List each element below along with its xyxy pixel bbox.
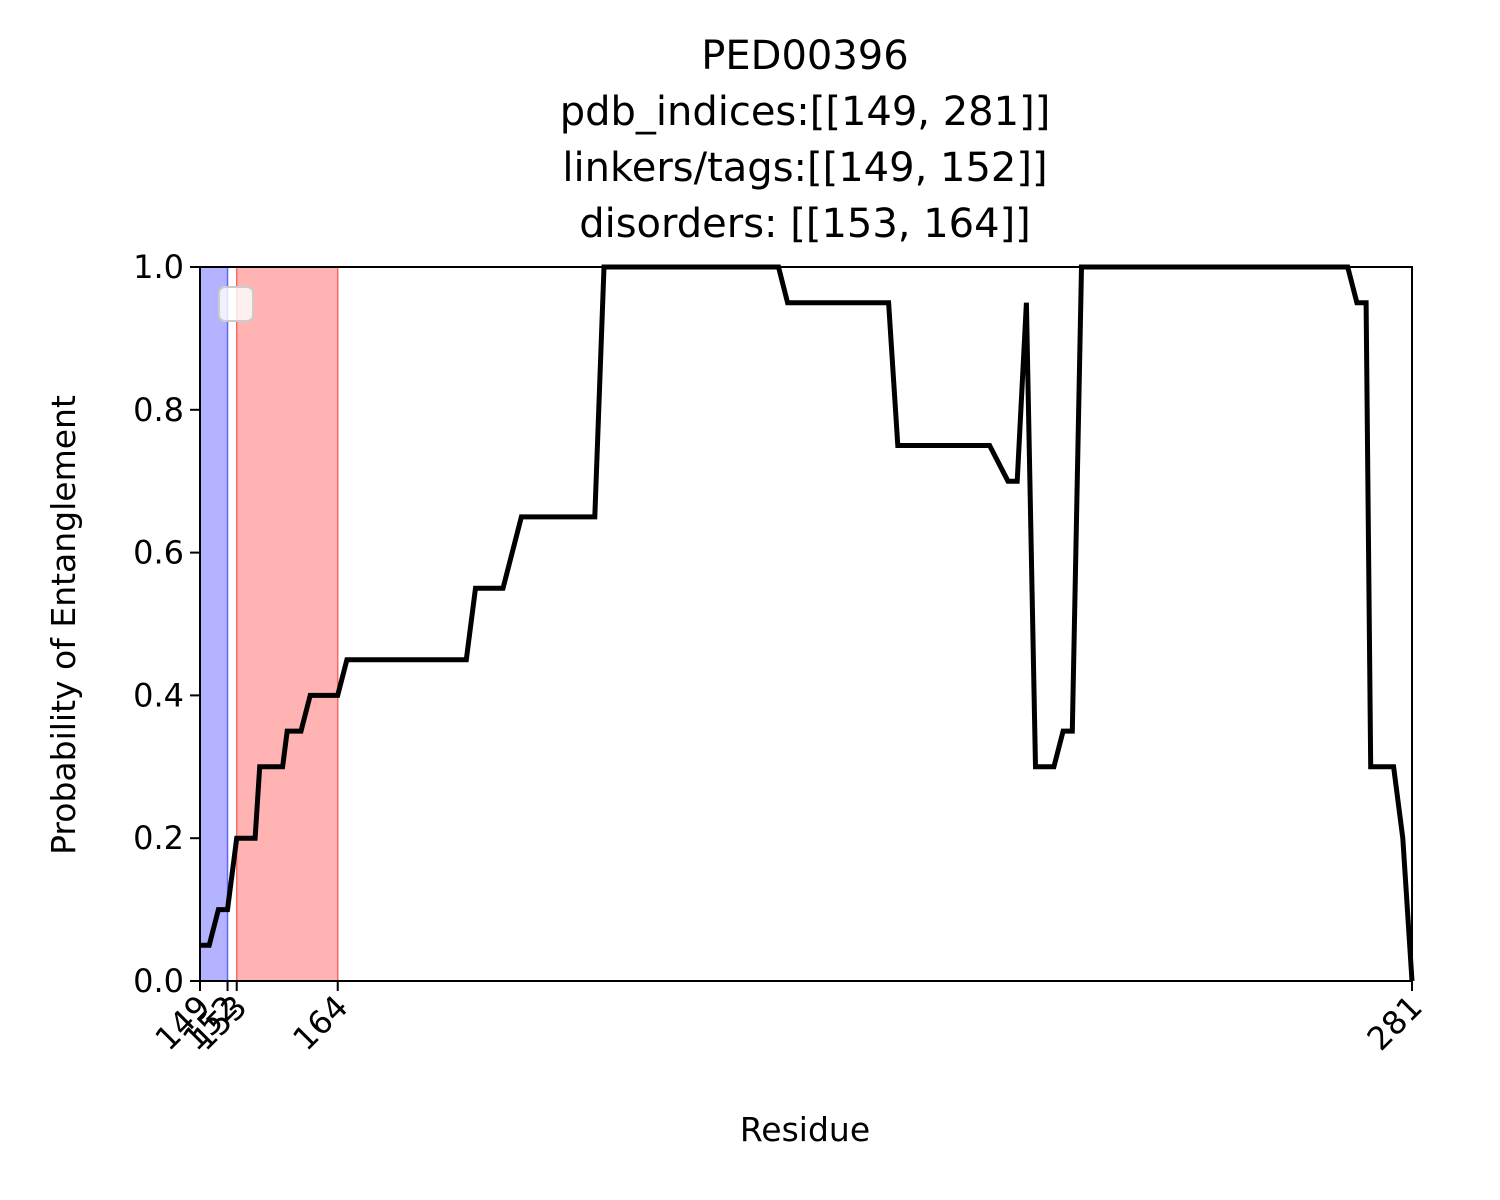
shaded-region-linkers-tags [199, 266, 229, 982]
y-tick-label: 0.4 [133, 676, 184, 714]
y-tick-label: 0.0 [133, 962, 184, 1000]
chart-title-block: PED00396 pdb_indices:[[149, 281]] linker… [0, 28, 1500, 252]
y-axis-label: Probability of Entanglement [44, 395, 83, 855]
chart-subtitle-disorders: disorders: [[153, 164]] [579, 201, 1031, 247]
plot-frame [199, 266, 1413, 982]
y-tick-label: 0.8 [133, 391, 184, 429]
shaded-regions [199, 266, 339, 982]
y-axis-ticks: 0.0 0.2 0.4 0.6 0.8 1.0 [133, 248, 200, 1000]
y-tick-label: 0.2 [133, 819, 184, 857]
x-axis-label: Residue [740, 1110, 870, 1149]
x-tick-label: 164 [285, 988, 355, 1058]
x-tick-label: 281 [1360, 988, 1430, 1058]
series-line-0 [200, 264, 1415, 982]
legend [218, 286, 254, 322]
series-layer [200, 264, 1415, 982]
chart-subtitle-linkers-tags: linkers/tags:[[149, 152]] [562, 145, 1048, 191]
chart-subtitle-pdb-indices: pdb_indices:[[149, 281]] [559, 89, 1051, 135]
shaded-region-disorders [235, 266, 339, 982]
y-tick-label: 0.6 [133, 534, 184, 572]
y-tick-label: 1.0 [133, 248, 184, 286]
chart-title: PED00396 [701, 33, 909, 79]
legend-box [218, 286, 254, 322]
